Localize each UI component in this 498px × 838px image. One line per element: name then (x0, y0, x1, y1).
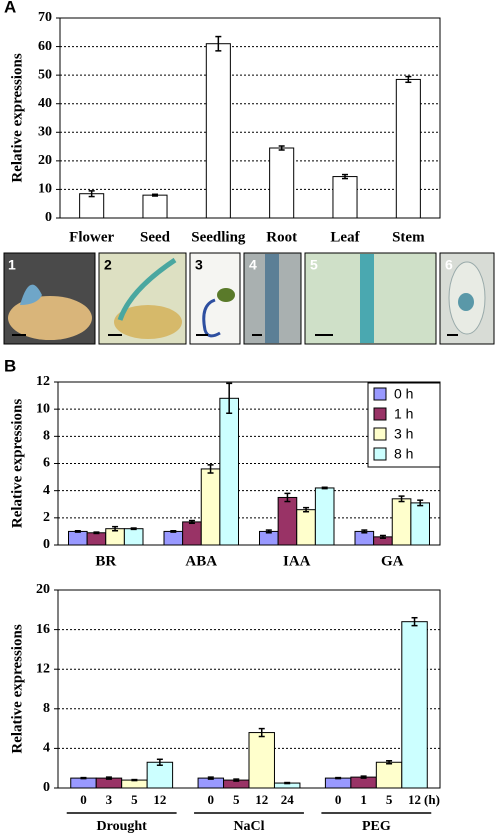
x-tick-label: 5 (386, 792, 393, 807)
x-tick-label: Stem (392, 229, 425, 245)
bar (375, 761, 403, 789)
bar (391, 498, 412, 546)
y-tick-label: 2 (43, 510, 50, 525)
bar (123, 528, 144, 546)
plot-frame (59, 17, 441, 219)
y-tick-label: 8 (43, 429, 50, 444)
bar (395, 78, 421, 219)
photo (304, 252, 437, 345)
x-unit: (h) (424, 792, 440, 807)
y-tick-label: 70 (38, 10, 52, 25)
photo (3, 252, 96, 345)
x-tick-label: 0 (335, 792, 342, 807)
panel-label: B (4, 356, 16, 375)
y-tick-label: 6 (43, 456, 50, 471)
y-tick-label: 10 (36, 401, 50, 416)
photo-label: 3 (195, 257, 203, 273)
y-tick-label: 12 (36, 374, 50, 389)
bar (68, 530, 88, 546)
photo-label: 1 (8, 257, 16, 273)
bar (182, 521, 202, 546)
panel-label: A (4, 0, 16, 16)
x-tick-label: 12 (408, 792, 421, 807)
x-tick-label: 12 (255, 792, 268, 807)
bar (86, 532, 107, 546)
legend-swatch (373, 407, 387, 421)
y-axis-label: Relative expressions (9, 53, 25, 182)
bar (277, 496, 298, 546)
photo-label: 6 (445, 257, 453, 273)
bar (79, 193, 105, 219)
x-tick-label: Leaf (330, 229, 360, 245)
photo-label: 4 (249, 257, 257, 273)
bar (146, 761, 174, 789)
x-tick-label: Seed (140, 229, 171, 245)
x-tick-label: 3 (106, 792, 113, 807)
y-tick-label: 20 (38, 153, 52, 168)
y-tick-label: 40 (38, 96, 52, 111)
bar (163, 530, 184, 546)
x-tick-label: GA (381, 553, 404, 569)
bar (219, 397, 239, 546)
x-tick-label: 0 (80, 792, 87, 807)
legend-swatch (373, 427, 387, 441)
group-label: PEG (362, 819, 391, 834)
x-tick-label: 1 (360, 792, 367, 807)
bar (248, 732, 275, 789)
legend-label: 1 h (394, 406, 413, 422)
x-tick-label: 5 (131, 792, 138, 807)
y-axis-label: Relative expressions (9, 624, 25, 753)
photo (189, 252, 241, 345)
x-tick-label: BR (95, 553, 116, 569)
bar (269, 147, 295, 219)
legend-swatch (373, 447, 387, 461)
y-tick-label: 0 (45, 210, 52, 225)
bar (70, 777, 97, 789)
group-label: NaCl (233, 819, 264, 834)
x-tick-label: IAA (283, 553, 311, 569)
bar (296, 509, 316, 546)
legend-label: 8 h (394, 446, 413, 462)
bar (200, 468, 221, 546)
y-tick-label: 0 (43, 537, 50, 552)
x-tick-label: 5 (233, 792, 240, 807)
bar (205, 43, 231, 219)
group-label: Drought (97, 819, 148, 834)
y-tick-label: 12 (36, 661, 50, 676)
bar (332, 176, 358, 219)
legend-label: 0 h (394, 386, 413, 402)
x-tick-label: 0 (208, 792, 215, 807)
bar (401, 621, 428, 789)
x-tick-label: 24 (281, 792, 295, 807)
bar (410, 502, 430, 546)
y-axis-label: Relative expressions (9, 399, 25, 528)
photo (439, 252, 495, 345)
y-tick-label: 20 (36, 582, 50, 597)
photo (243, 252, 302, 345)
bar (142, 194, 168, 219)
y-tick-label: 4 (43, 483, 50, 498)
y-tick-label: 50 (38, 67, 52, 82)
photo (98, 252, 187, 345)
y-tick-label: 4 (43, 741, 50, 756)
photo-label: 2 (104, 257, 112, 273)
y-tick-label: 10 (38, 182, 52, 197)
y-tick-label: 16 (36, 622, 50, 637)
y-tick-label: 8 (43, 701, 50, 716)
x-tick-label: ABA (185, 553, 217, 569)
y-tick-label: 60 (38, 39, 52, 54)
x-tick-label: Flower (69, 229, 114, 245)
x-tick-label: Root (266, 229, 297, 245)
y-tick-label: 30 (38, 125, 52, 140)
y-tick-label: 0 (43, 780, 50, 795)
bar (314, 487, 335, 546)
legend-label: 3 h (394, 426, 413, 442)
legend-swatch (373, 387, 387, 401)
bar (324, 777, 352, 789)
photo-label: 5 (310, 257, 318, 273)
x-tick-label: Seedling (191, 229, 246, 245)
x-tick-label: 12 (153, 792, 166, 807)
